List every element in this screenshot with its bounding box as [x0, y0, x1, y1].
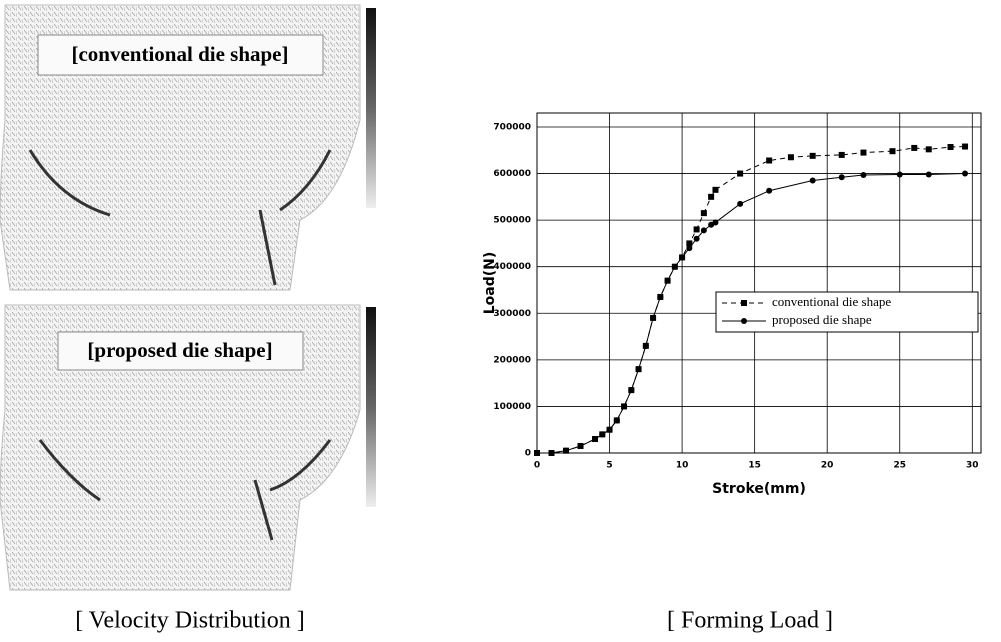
marker [693, 235, 700, 242]
sim-top: [conventional die shape] [0, 4, 376, 291]
marker [809, 152, 816, 159]
marker [657, 293, 664, 300]
y-tick-label: 100000 [493, 402, 531, 412]
legend: conventional die shape proposed die shape [715, 291, 979, 333]
y-tick-label: 500000 [493, 216, 531, 226]
marker [621, 403, 628, 410]
color-bar [366, 8, 376, 208]
x-tick-label: 5 [606, 461, 612, 471]
marker [592, 436, 599, 443]
marker [628, 387, 635, 394]
marker [737, 170, 744, 177]
marker [679, 254, 686, 261]
marker [712, 186, 719, 193]
marker [925, 146, 932, 153]
marker [686, 240, 693, 247]
y-tick-label: 700000 [493, 122, 531, 132]
marker [635, 366, 642, 373]
marker [947, 144, 954, 150]
marker [838, 151, 845, 158]
y-tick-label: 400000 [493, 262, 531, 272]
y-tick-label: 600000 [493, 169, 531, 179]
x-tick-label: 30 [966, 461, 979, 471]
sim-label: [proposed die shape] [87, 338, 272, 362]
marker [838, 174, 845, 181]
legend-label: conventional die shape [772, 294, 891, 309]
plot-area [536, 112, 982, 454]
caption: [ Velocity Distribution ] [75, 608, 305, 634]
y-tick-label: 200000 [493, 355, 531, 365]
marker [642, 342, 649, 349]
y-axis-label: Load(N) [482, 252, 498, 315]
x-tick-label: 25 [893, 461, 906, 471]
marker [534, 450, 540, 456]
label-box [37, 34, 324, 76]
marker [787, 154, 794, 161]
marker [664, 277, 671, 284]
sim-bottom: [proposed die shape] [0, 304, 376, 591]
marker [962, 170, 969, 177]
y-tick-label: 0 [525, 449, 531, 459]
marker [708, 193, 715, 200]
marker [686, 245, 693, 252]
legend-label: proposed die shape [772, 312, 872, 327]
legend-marker [741, 318, 747, 324]
marker [712, 219, 719, 226]
marker [860, 149, 867, 156]
marker [700, 210, 707, 217]
marker [860, 171, 867, 178]
marker [700, 227, 707, 234]
marker [671, 263, 678, 270]
marker [911, 144, 918, 151]
marker [548, 450, 555, 456]
chart: 0 100000 200000 300000 400000 500000 600000 700… [482, 112, 982, 497]
legend-marker [741, 300, 747, 306]
x-tick-label: 15 [748, 461, 761, 471]
marker [925, 171, 932, 178]
legend-box [715, 291, 979, 333]
marker [577, 443, 584, 450]
marker [693, 226, 700, 233]
marker [650, 314, 657, 321]
x-tick-label: 20 [821, 461, 834, 471]
marker [896, 171, 903, 178]
marker [563, 447, 570, 454]
marker [613, 417, 620, 424]
marker [737, 200, 744, 207]
sim-label: [conventional die shape] [71, 42, 288, 66]
marker [606, 426, 613, 433]
label-box [57, 331, 304, 371]
marker [809, 177, 816, 184]
x-tick-label: 10 [676, 461, 689, 471]
x-axis-label: Stroke(mm) [712, 481, 806, 497]
marker [889, 148, 896, 155]
color-bar [366, 307, 376, 507]
marker [766, 157, 773, 164]
marker [599, 431, 606, 438]
y-tick-label: 300000 [493, 309, 531, 319]
caption: [ Forming Load ] [667, 608, 833, 634]
marker [766, 187, 773, 194]
marker [962, 143, 969, 150]
x-tick-label: 0 [534, 461, 540, 471]
